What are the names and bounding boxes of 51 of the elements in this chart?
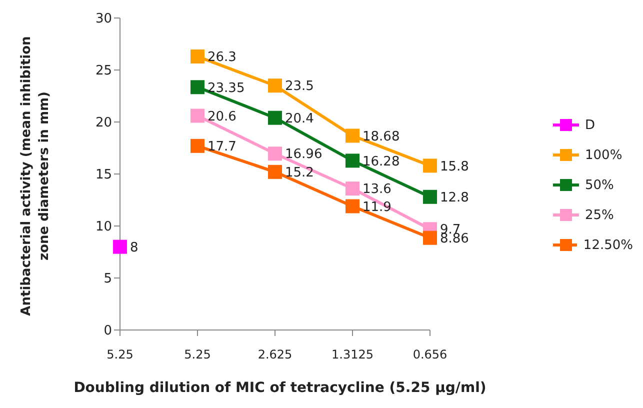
point [423,190,437,204]
x-tick-label: 1.3125 [332,348,374,362]
point [346,128,360,143]
x-tick-label: 0.656 [412,348,448,362]
data-label: 17.7 [208,140,236,155]
x-tick-label: 5.25 [106,348,134,362]
y-tick-label: 20 [95,116,112,131]
y-tick-label: 25 [95,64,112,79]
data-label: 18.68 [362,129,400,144]
y-tick-label: 10 [95,220,112,235]
data-label: 23.35 [208,80,245,96]
data-label: 15.8 [440,159,469,174]
data-label: 13.6 [362,182,392,198]
data-label: 16.96 [285,147,322,162]
point [190,49,204,64]
y-tick-label: 30 [95,12,112,27]
data-label: 8.86 [440,231,469,246]
point [346,154,360,168]
point [423,158,437,173]
legend-label: D [585,118,596,132]
point [190,108,204,123]
point [190,80,204,94]
x-axis-title: Doubling dilution of MIC of tetracycline (5.25 µg/ml) [72,380,488,396]
x-tick-label: 5.25 [184,348,211,362]
point [423,230,437,245]
data-label: 20.4 [285,111,314,126]
legend-label: 12.50% [583,238,633,252]
point [268,164,282,179]
point [268,110,282,125]
data-label: 16.28 [362,154,400,170]
data-label: 12.8 [440,190,469,206]
point [268,78,282,93]
point [346,182,360,196]
data-label: 20.6 [208,109,236,124]
point [113,240,127,254]
data-label: 11.9 [362,200,392,215]
data-label: 8 [130,240,138,256]
data-label: 15.2 [285,166,314,181]
y-tick-label: 0 [104,324,112,339]
legend-label: 50% [585,178,614,192]
y-axis-title: Antibacterial activity (mean inhibition zone diameters in mm) [18,35,53,318]
y-tick-label: 15 [95,168,112,183]
data-label: 26.3 [208,50,236,66]
data-label: 23.5 [285,79,314,94]
legend-label: 25% [585,208,614,222]
point [346,199,360,214]
point [268,146,282,161]
y-tick-label: 5 [104,272,112,287]
point [190,138,204,153]
legend-label: 100% [585,148,622,162]
x-tick-label: 2.625 [258,348,292,362]
